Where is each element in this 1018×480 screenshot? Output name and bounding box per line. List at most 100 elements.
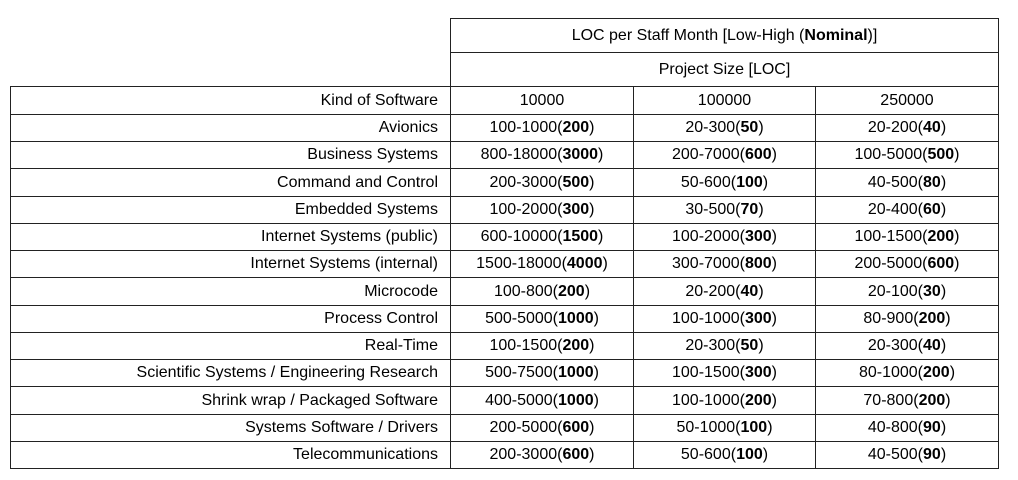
text: ) bbox=[589, 173, 595, 191]
data-cell: 600-10000(1500) bbox=[450, 223, 634, 251]
text: 1000 bbox=[558, 391, 594, 409]
text: ) bbox=[758, 282, 764, 300]
text: ) bbox=[771, 146, 777, 163]
data-cell: 20-300(50) bbox=[633, 114, 816, 142]
text: Shrink wrap / Packaged Software bbox=[201, 391, 438, 409]
text: 50 bbox=[740, 119, 759, 136]
data-cell: 50-1000(100) bbox=[633, 414, 816, 442]
text: ) bbox=[598, 146, 604, 163]
data-cell: 80-1000(200) bbox=[815, 359, 999, 387]
text: 20-200( bbox=[685, 282, 741, 300]
text: ) bbox=[762, 173, 769, 191]
text: 200 bbox=[558, 282, 585, 300]
text: 50-600( bbox=[680, 173, 737, 191]
text: 40-500( bbox=[867, 173, 924, 191]
data-cell: 100-1000(200) bbox=[633, 386, 816, 415]
text: 200-5000( bbox=[489, 419, 563, 436]
column-header: 250000 bbox=[815, 86, 999, 115]
text: 100 bbox=[740, 419, 768, 436]
text: 200 bbox=[927, 228, 955, 245]
text: 50-600( bbox=[680, 446, 737, 463]
text: 200 bbox=[744, 391, 772, 409]
text: ) bbox=[945, 310, 951, 327]
text: 100-1000( bbox=[672, 391, 745, 409]
text: Business Systems bbox=[307, 146, 438, 163]
text: 80 bbox=[923, 173, 941, 191]
text: ) bbox=[940, 173, 947, 191]
text: 300 bbox=[744, 228, 772, 245]
text: ) bbox=[589, 201, 595, 218]
row-label: Shrink wrap / Packaged Software bbox=[10, 386, 451, 415]
text: 300 bbox=[744, 364, 772, 381]
text: ) bbox=[771, 228, 777, 245]
text: 70-800( bbox=[863, 391, 919, 409]
text: ) bbox=[589, 419, 595, 436]
text: 100-2000( bbox=[489, 201, 563, 218]
text: 40-800( bbox=[867, 419, 924, 436]
text: Nominal bbox=[804, 26, 868, 44]
row-label: Avionics bbox=[10, 114, 451, 142]
data-cell: 100-800(200) bbox=[450, 277, 634, 306]
text: 80-900( bbox=[863, 310, 919, 327]
text: ) bbox=[940, 119, 947, 136]
data-cell: 800-18000(3000) bbox=[450, 141, 634, 169]
text: 20-200( bbox=[867, 119, 924, 136]
text: 400-5000( bbox=[485, 391, 559, 409]
text: 100 bbox=[736, 173, 763, 191]
text: ) bbox=[758, 337, 764, 354]
text: ) bbox=[771, 364, 777, 381]
data-cell: 100-5000(500) bbox=[815, 141, 999, 169]
text: 100-5000( bbox=[854, 146, 928, 163]
data-cell: 300-7000(800) bbox=[633, 250, 816, 278]
data-cell: 100-2000(300) bbox=[633, 223, 816, 251]
text: 50 bbox=[740, 337, 759, 354]
data-cell: 500-7500(1000) bbox=[450, 359, 634, 387]
column-header: 100000 bbox=[633, 86, 816, 115]
text: 60 bbox=[923, 201, 941, 218]
text: 40 bbox=[923, 337, 941, 354]
text: 100000 bbox=[697, 91, 752, 109]
text: 800 bbox=[744, 255, 772, 272]
text: ) bbox=[940, 337, 947, 354]
data-cell: 500-5000(1000) bbox=[450, 305, 634, 333]
text: 200 bbox=[562, 119, 590, 136]
text: 1500-18000( bbox=[476, 255, 567, 272]
data-cell: 20-200(40) bbox=[633, 277, 816, 306]
data-cell: 400-5000(1000) bbox=[450, 386, 634, 415]
text: 100-1000( bbox=[672, 310, 745, 327]
text: 200-3000( bbox=[489, 173, 563, 191]
text: 600 bbox=[927, 255, 955, 272]
text: 800-18000( bbox=[480, 146, 563, 163]
data-cell: 100-2000(300) bbox=[450, 196, 634, 224]
text: 200-3000( bbox=[489, 446, 563, 463]
text: 100-1500( bbox=[672, 364, 745, 381]
text: 600 bbox=[562, 446, 590, 463]
text: ) bbox=[762, 446, 769, 463]
text: Process Control bbox=[324, 310, 438, 327]
data-cell: 200-5000(600) bbox=[815, 250, 999, 278]
text: 90 bbox=[923, 419, 941, 436]
text: 20-300( bbox=[685, 119, 741, 136]
data-cell: 100-1000(300) bbox=[633, 305, 816, 333]
text: 200-7000( bbox=[672, 146, 745, 163]
text: ) bbox=[767, 419, 773, 436]
text: ) bbox=[940, 446, 947, 463]
data-cell: 1500-18000(4000) bbox=[450, 250, 634, 278]
text: 300-7000( bbox=[672, 255, 745, 272]
text: 500-5000( bbox=[485, 310, 559, 327]
data-cell: 40-800(90) bbox=[815, 414, 999, 442]
row-label: Internet Systems (public) bbox=[10, 223, 451, 251]
text: ) bbox=[940, 201, 947, 218]
text: ) bbox=[602, 255, 608, 272]
text: 200 bbox=[918, 391, 946, 409]
text: ) bbox=[771, 255, 777, 272]
text: 500 bbox=[927, 146, 955, 163]
row-label: Real-Time bbox=[10, 332, 451, 360]
text: ) bbox=[589, 119, 595, 136]
column-header: Kind of Software bbox=[10, 86, 451, 115]
text: 20-100( bbox=[867, 282, 924, 300]
text: LOC per Staff Month [Low-High ( bbox=[571, 26, 805, 44]
column-header: 10000 bbox=[450, 86, 634, 115]
text: 40 bbox=[923, 119, 941, 136]
data-cell: 200-7000(600) bbox=[633, 141, 816, 169]
